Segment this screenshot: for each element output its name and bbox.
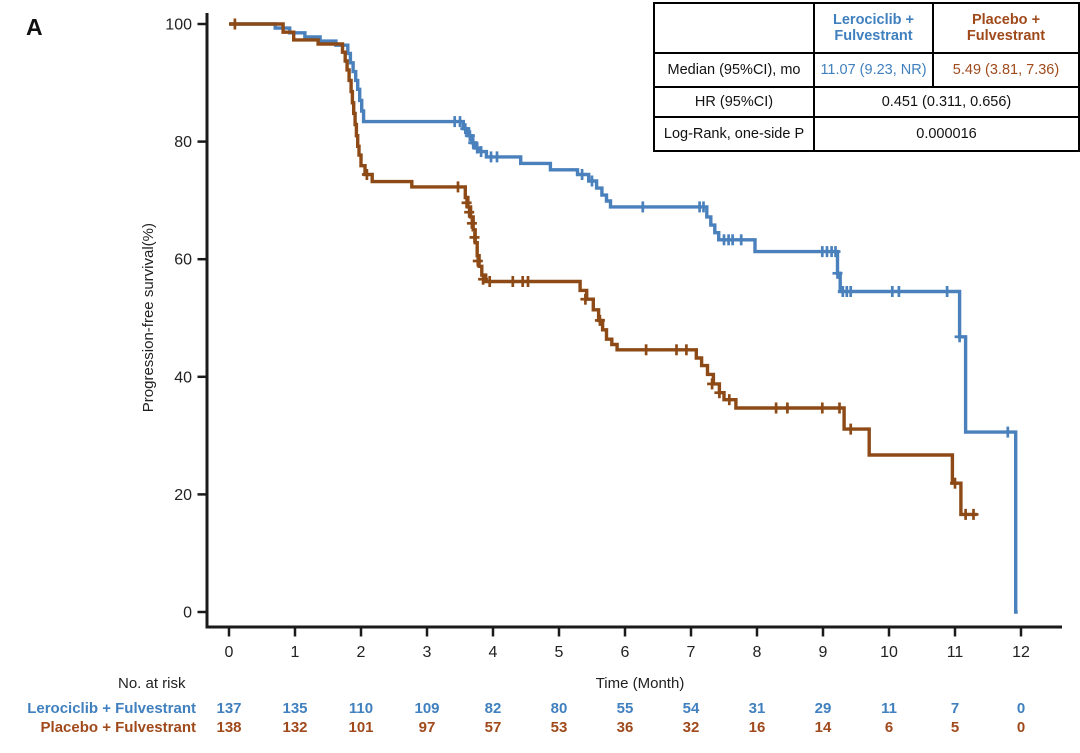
- risk-count: 82: [484, 700, 502, 717]
- risk-count: 0: [1016, 700, 1026, 717]
- stats-cell-corner: [655, 4, 815, 54]
- risk-count: 53: [550, 719, 568, 736]
- x-tick-label: 9: [819, 644, 828, 660]
- risk-count: 135: [282, 700, 308, 717]
- stats-label-median: Median (95%CI), mo: [655, 54, 815, 88]
- risk-count: 109: [414, 700, 440, 717]
- risk-count: 80: [550, 700, 568, 717]
- y-tick-label: 0: [183, 605, 192, 622]
- risk-count: 36: [616, 719, 634, 736]
- risk-count: 0: [1016, 719, 1026, 736]
- x-tick-label: 4: [489, 644, 498, 660]
- risk-count: 138: [216, 719, 242, 736]
- stats-label-hr: HR (95%CI): [655, 88, 815, 118]
- risk-count: 54: [682, 700, 700, 717]
- x-tick-label: 2: [357, 644, 366, 660]
- risk-count: 55: [616, 700, 634, 717]
- stats-header-lerociclib: Lerociclib + Fulvestrant: [815, 4, 934, 54]
- risk-count: 132: [282, 719, 308, 736]
- stats-header-placebo: Placebo + Fulvestrant: [934, 4, 1078, 54]
- x-tick-label: 11: [947, 644, 964, 660]
- stats-label-logrank: Log-Rank, one-side P: [655, 118, 815, 150]
- y-axis-title: Progression-free survival(%): [136, 24, 160, 612]
- x-tick-label: 6: [621, 644, 630, 660]
- x-tick-label: 7: [687, 644, 696, 660]
- risk-count: 14: [814, 719, 832, 736]
- y-tick-label: 20: [174, 487, 192, 504]
- stats-median-lerociclib: 11.07 (9.23, NR): [815, 54, 934, 88]
- risk-count: 5: [950, 719, 960, 736]
- risk-count: 16: [748, 719, 766, 736]
- y-axis-title-text: Progression-free survival(%): [139, 223, 157, 413]
- stats-median-placebo: 5.49 (3.81, 7.36): [934, 54, 1078, 88]
- x-tick-label: 1: [291, 644, 300, 660]
- risk-count: 57: [484, 719, 502, 736]
- x-tick-label: 12: [1012, 644, 1030, 660]
- y-tick-label: 80: [174, 134, 192, 151]
- risk-count: 6: [884, 719, 894, 736]
- risk-table-title: No. at risk: [118, 675, 186, 692]
- risk-count: 110: [348, 700, 374, 717]
- risk-row-label-lerociclib: Lerociclib + Fulvestrant: [27, 700, 196, 717]
- x-tick-label: 8: [753, 644, 762, 660]
- y-tick-label: 100: [165, 17, 192, 34]
- risk-count: 101: [348, 719, 374, 736]
- stats-logrank-value: 0.000016: [916, 125, 977, 142]
- y-tick-label: 60: [174, 252, 192, 269]
- risk-row-label-placebo: Placebo + Fulvestrant: [40, 719, 196, 736]
- risk-count: 29: [814, 700, 832, 717]
- y-tick-label: 40: [174, 369, 192, 386]
- risk-count: 31: [748, 700, 766, 717]
- x-tick-label: 10: [880, 644, 898, 660]
- risk-count: 32: [682, 719, 700, 736]
- risk-count: 97: [418, 719, 436, 736]
- x-tick-label: 0: [225, 644, 234, 660]
- stats-table: Lerociclib + Fulvestrant Placebo + Fulve…: [653, 2, 1080, 152]
- panel-label: A: [26, 14, 43, 40]
- x-tick-label: 5: [555, 644, 564, 660]
- stats-hr-value: 0.451 (0.311, 0.656): [815, 88, 1078, 118]
- risk-count: 7: [950, 700, 960, 717]
- risk-count: 11: [881, 700, 897, 717]
- x-tick-label: 3: [423, 644, 432, 660]
- risk-count: 137: [216, 700, 242, 717]
- x-axis-title: Time (Month): [595, 675, 685, 692]
